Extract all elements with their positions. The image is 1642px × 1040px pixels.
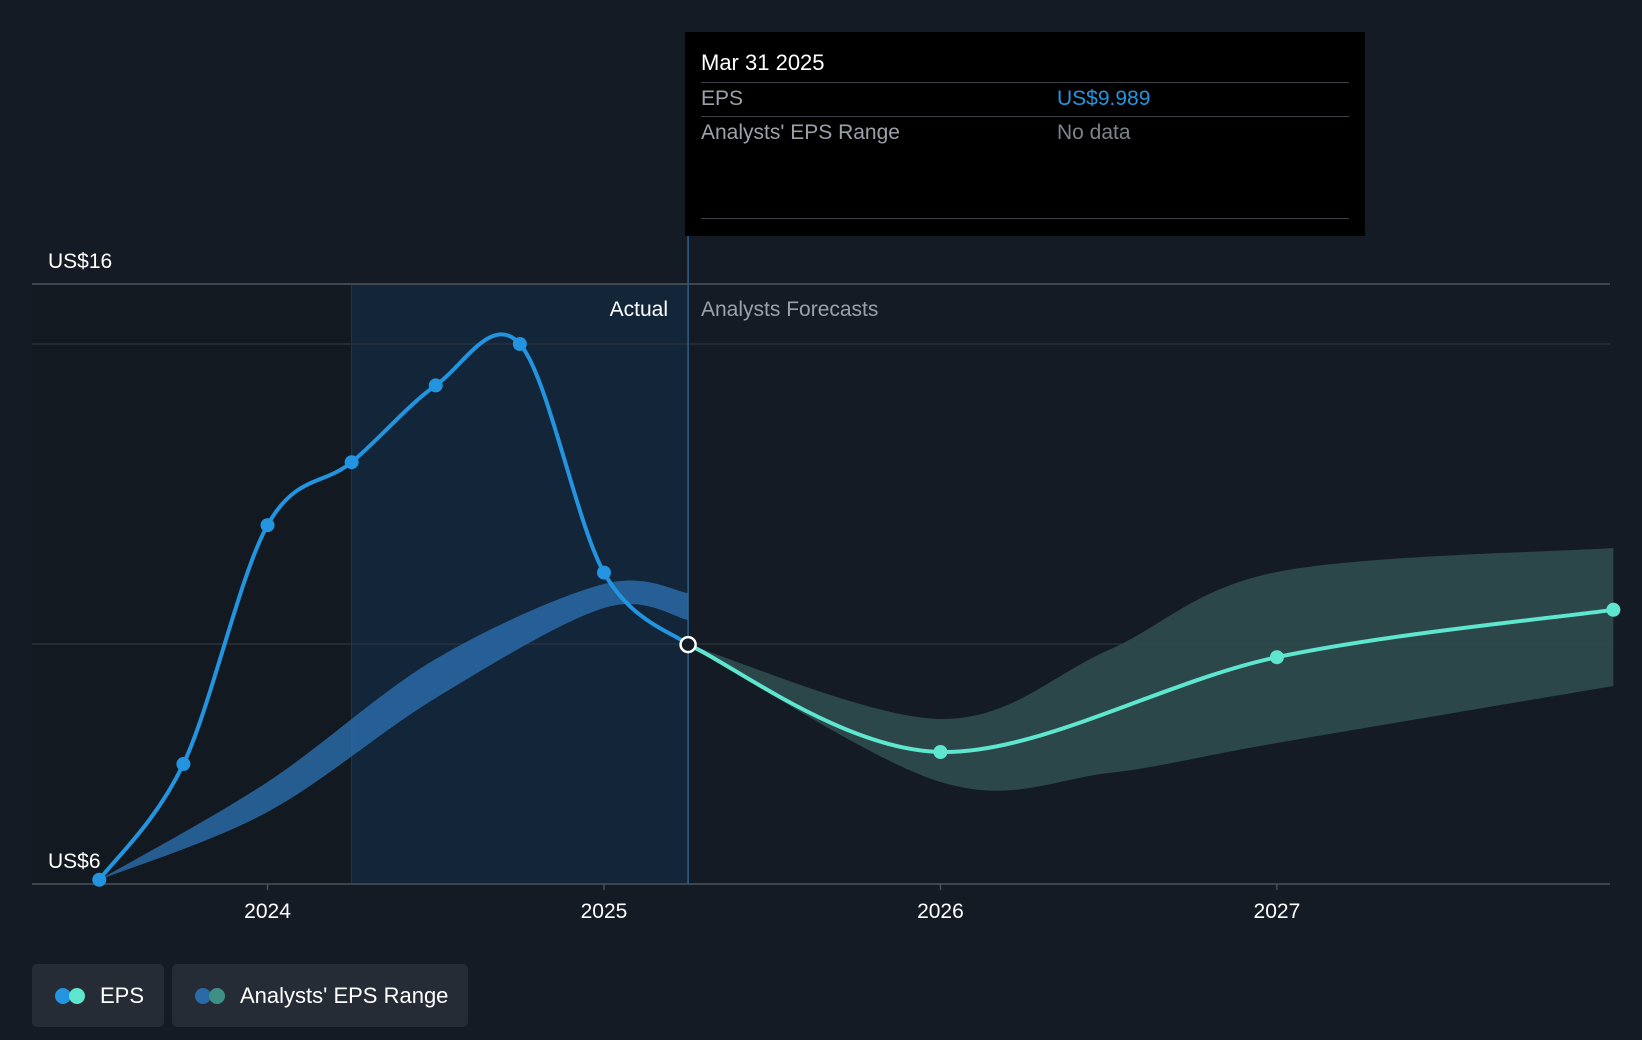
actual-eps-point[interactable]: [344, 455, 359, 470]
actual-eps-line: [97, 332, 691, 882]
actual-region-label: Actual: [610, 298, 668, 321]
legend-item-eps-range[interactable]: Analysts' EPS Range: [172, 964, 468, 1027]
forecast-eps-range-band: [688, 548, 1614, 791]
forecast-eps-point[interactable]: [1269, 650, 1284, 665]
tooltip-range-value: No data: [1057, 121, 1131, 144]
tooltip-divider: [701, 116, 1349, 117]
actual-eps-point[interactable]: [92, 872, 107, 887]
tooltip-date: Mar 31 2025: [701, 50, 825, 75]
series-points[interactable]: [92, 337, 1621, 887]
data-tooltip: Mar 31 2025 EPS US$9.989 Analysts' EPS R…: [685, 32, 1365, 236]
range-bands: [99, 548, 1614, 880]
tooltip-divider: [701, 218, 1349, 219]
past-eps-range-band: [99, 580, 689, 880]
tooltip-eps-label: EPS: [701, 87, 744, 110]
actual-eps-point[interactable]: [260, 518, 275, 533]
x-tick-label: 2025: [581, 900, 628, 923]
x-tick-label: 2026: [917, 900, 964, 923]
y-tick-label-top: US$16: [48, 250, 112, 273]
highlighted-eps-point[interactable]: [679, 635, 697, 654]
eps-range-legend-icon: [195, 987, 225, 1004]
actual-eps-point[interactable]: [512, 337, 527, 351]
series-lines: [97, 332, 1616, 882]
tooltip-range-label: Analysts' EPS Range: [701, 121, 900, 144]
forecast-eps-line: [686, 607, 1616, 755]
actual-eps-point[interactable]: [176, 757, 191, 771]
eps-legend-icon: [55, 987, 85, 1004]
chart-labels: US$16 US$6 Actual Analysts Forecasts: [48, 250, 878, 873]
past-shade-layer: [32, 284, 689, 884]
legend-eps-label: EPS: [100, 982, 145, 1008]
tooltip-divider: [701, 82, 1349, 83]
forecast-eps-point[interactable]: [1606, 602, 1621, 617]
legend-range-label: Analysts' EPS Range: [240, 982, 449, 1008]
actual-eps-point[interactable]: [428, 378, 443, 393]
tooltip-eps-value: US$9.989: [1057, 87, 1151, 110]
legend-item-eps[interactable]: EPS: [32, 964, 164, 1027]
x-tick-label: 2024: [244, 900, 291, 923]
actual-eps-point[interactable]: [596, 565, 611, 580]
x-tick-label: 2027: [1254, 900, 1301, 923]
y-tick-label-bottom: US$6: [48, 850, 101, 873]
forecast-region-label: Analysts Forecasts: [701, 298, 878, 321]
forecast-eps-point[interactable]: [933, 745, 948, 759]
x-axis-ticks: 2024 2025 2026 2027: [244, 884, 1300, 923]
